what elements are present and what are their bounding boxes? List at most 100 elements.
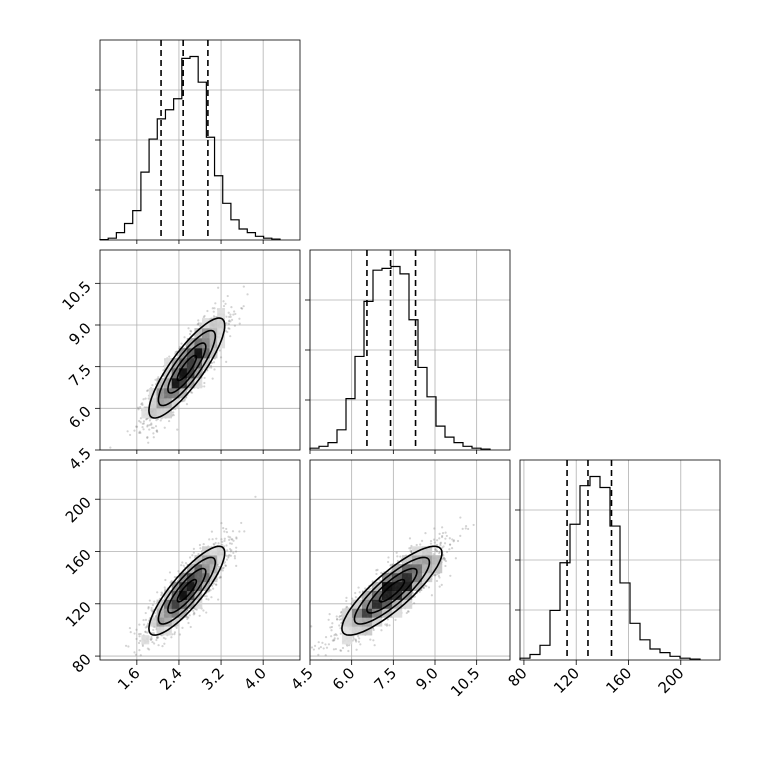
density-cell [202,581,210,592]
scatter-point [152,632,155,635]
scatter-point [324,636,328,639]
density-cell [179,378,188,389]
scatter-point [138,623,141,626]
density-cell [148,617,157,627]
scatter-point [136,406,140,409]
scatter-point [347,649,350,653]
density-cell [186,590,195,600]
scatter-point [442,556,446,559]
scatter-point [375,572,378,576]
scatter-point [435,543,439,547]
scatter-point [190,330,193,333]
scatter-point [246,293,249,296]
scatter-point [142,420,146,423]
scatter-point [226,294,229,298]
scatter-point [150,606,153,610]
scatter-point [235,537,238,540]
scatter-point [229,335,232,338]
scatter-point [137,632,141,636]
scatter-point [135,637,138,641]
density-cell [164,378,172,389]
scatter-point [145,406,148,409]
density-cell [171,590,180,600]
scatter-point [197,323,200,326]
scatter-point [206,309,209,313]
scatter-point [197,319,200,322]
scatter-point [210,530,214,533]
scatter-point [352,637,355,640]
scatter-point [467,527,470,531]
scatter-point [445,534,448,538]
scatter-point [225,558,229,561]
scatter-point [223,537,226,540]
scatter-point [222,304,226,308]
scatter-point [150,422,153,425]
scatter-point [234,312,237,316]
scatter-point [220,538,223,541]
scatter-point [230,318,234,321]
scatter-point [442,554,445,557]
scatter-point [189,329,192,332]
scatter-point [399,555,402,558]
scatter-point [443,557,446,560]
scatter-point [227,315,231,319]
scatter-point [408,537,412,540]
scatter-point [142,618,145,622]
scatter-point [339,632,342,635]
scatter-point [223,530,226,533]
scatter-point [217,542,220,545]
scatter-point [327,643,331,646]
scatter-point [189,625,192,629]
density-cell [217,308,226,319]
scatter-point [232,551,235,554]
scatter-point [451,538,454,541]
scatter-point [386,560,390,564]
scatter-point [135,425,139,428]
scatter-point [232,313,235,316]
scatter-point [441,534,444,538]
scatter-point [206,369,209,372]
scatter-point [413,595,416,598]
scatter-point [215,537,218,540]
scatter-point [235,546,238,549]
scatter-point [435,549,438,552]
scatter-point [440,583,443,586]
scatter-point [139,639,142,642]
scatter-point [146,631,149,634]
scatter-point [240,306,243,310]
scatter-point [229,550,232,553]
scatter-point [211,377,214,380]
scatter-point [454,557,457,560]
scatter-point [203,314,206,318]
scatter-point [188,332,192,336]
scatter-point [156,636,159,639]
scatter-point [169,581,172,584]
scatter-point [205,611,208,614]
scatter-point [219,576,223,579]
density-cell [202,572,210,583]
scatter-point [149,638,152,641]
scatter-point [228,319,231,322]
scatter-point [357,640,361,643]
scatter-point [217,565,220,568]
scatter-point [147,441,150,444]
scatter-point [214,316,217,319]
scatter-point [159,419,162,422]
scatter-point [157,376,160,379]
scatter-point [233,554,236,558]
density-cell [217,555,226,565]
scatter-point [213,368,216,371]
scatter-point [211,584,214,587]
scatter-point [130,454,132,456]
density-cell [171,398,180,409]
scatter-point [144,397,147,400]
scatter-point [227,535,230,538]
density-cell [141,408,150,419]
scatter-point [212,587,215,590]
scatter-point [234,550,238,553]
scatter-point [432,573,435,576]
scatter-point [198,543,202,547]
scatter-point [388,624,391,627]
scatter-point [338,618,341,621]
scatter-point [109,446,112,449]
